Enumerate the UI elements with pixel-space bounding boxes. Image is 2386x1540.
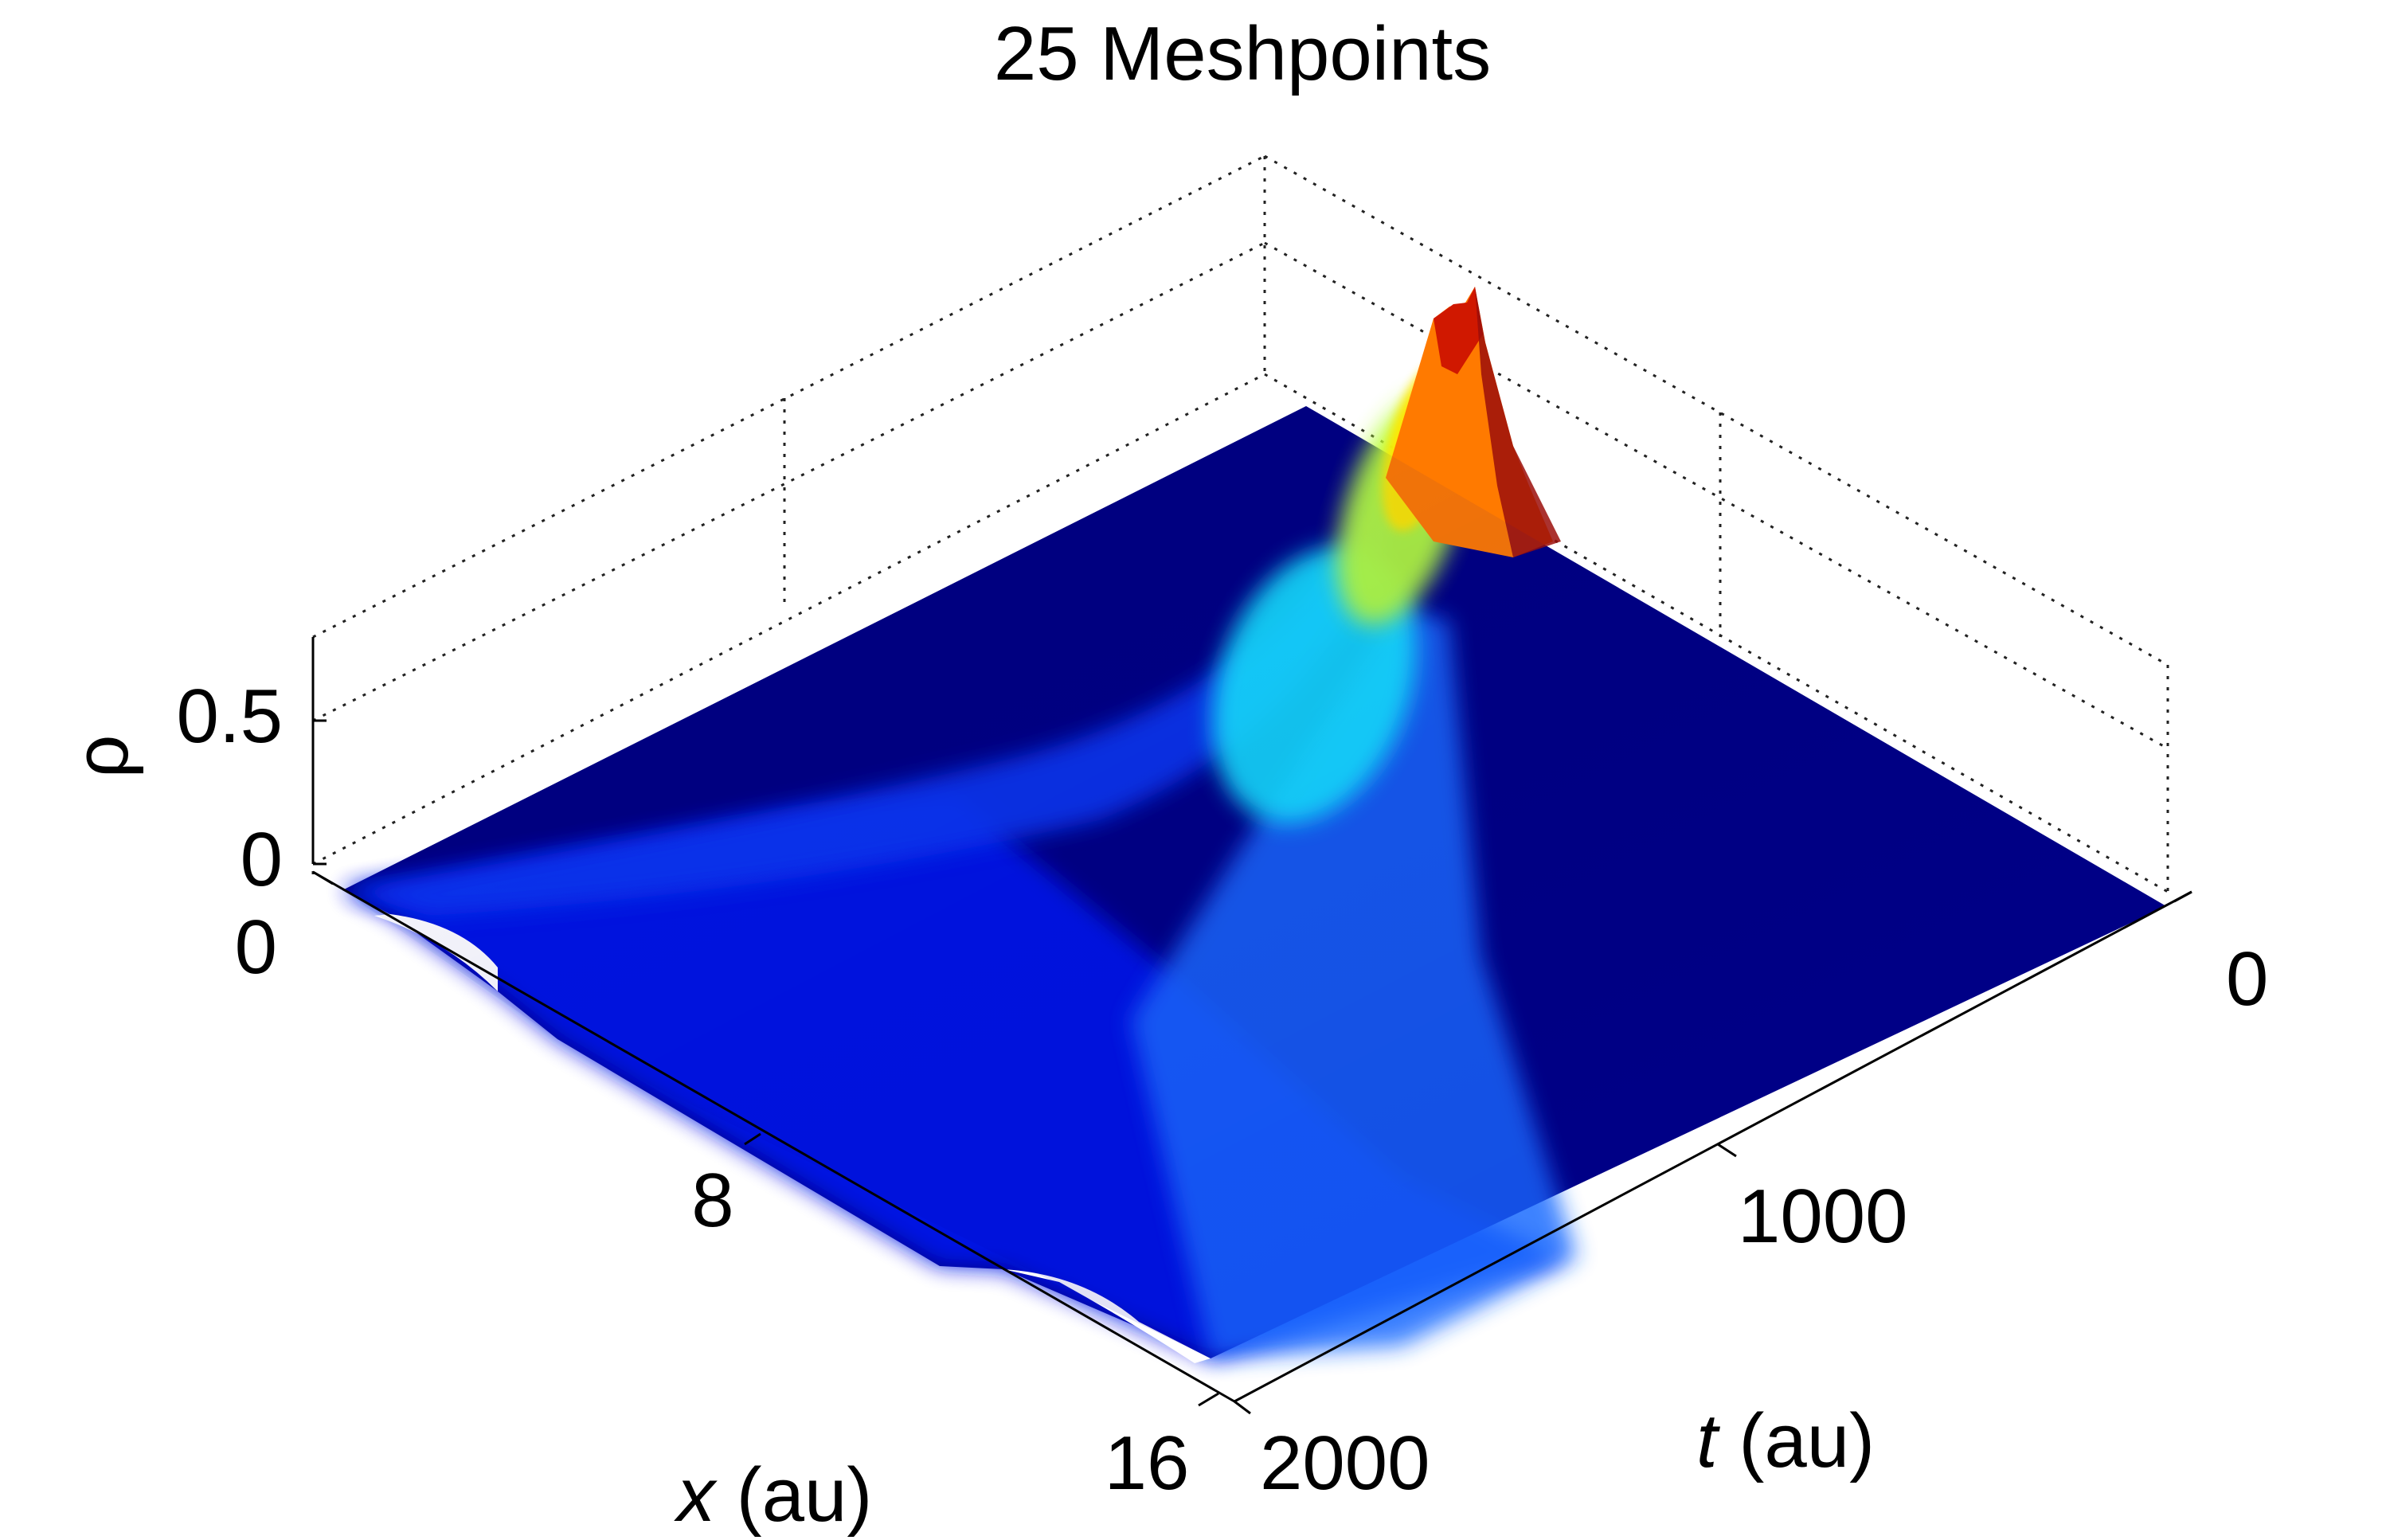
surface [342,287,2166,1363]
x-axis: 0 8 16 x (au) [235,870,1235,1538]
box-grid [311,154,2169,893]
x-tick-label: 0 [235,905,277,990]
t-tick-label: 1000 [1738,1174,1908,1259]
x-axis-label-var: x [674,1452,718,1538]
x-axis-label: x (au) [674,1452,872,1538]
x-axis-label-unit: (au) [715,1452,872,1538]
t-axis: 0 1000 2000 t (au) [1234,890,2268,1506]
surface-underside [1003,1269,1211,1363]
x-tick-label: 16 [1105,1421,1190,1506]
chart-title: 25 Meshpoints [994,11,1491,96]
t-tick-label: 2000 [1260,1421,1430,1506]
t-tick-label: 0 [2226,936,2268,1022]
t-axis-label: t (au) [1696,1398,1875,1483]
surface-peak-tip [1434,287,1483,374]
z-tick-label: 0 [241,817,283,902]
z-tick-label: 0.5 [177,674,283,759]
z-axis-label: ρ [59,735,144,779]
x-tick-label: 8 [691,1158,733,1243]
z-axis: 0.5 0 ρ [59,637,327,902]
surface-peak-shadow [1475,287,1561,557]
t-axis-label-var: t [1696,1398,1720,1483]
surface-sheen [342,406,2166,1358]
t-axis-label-unit: (au) [1718,1398,1875,1483]
